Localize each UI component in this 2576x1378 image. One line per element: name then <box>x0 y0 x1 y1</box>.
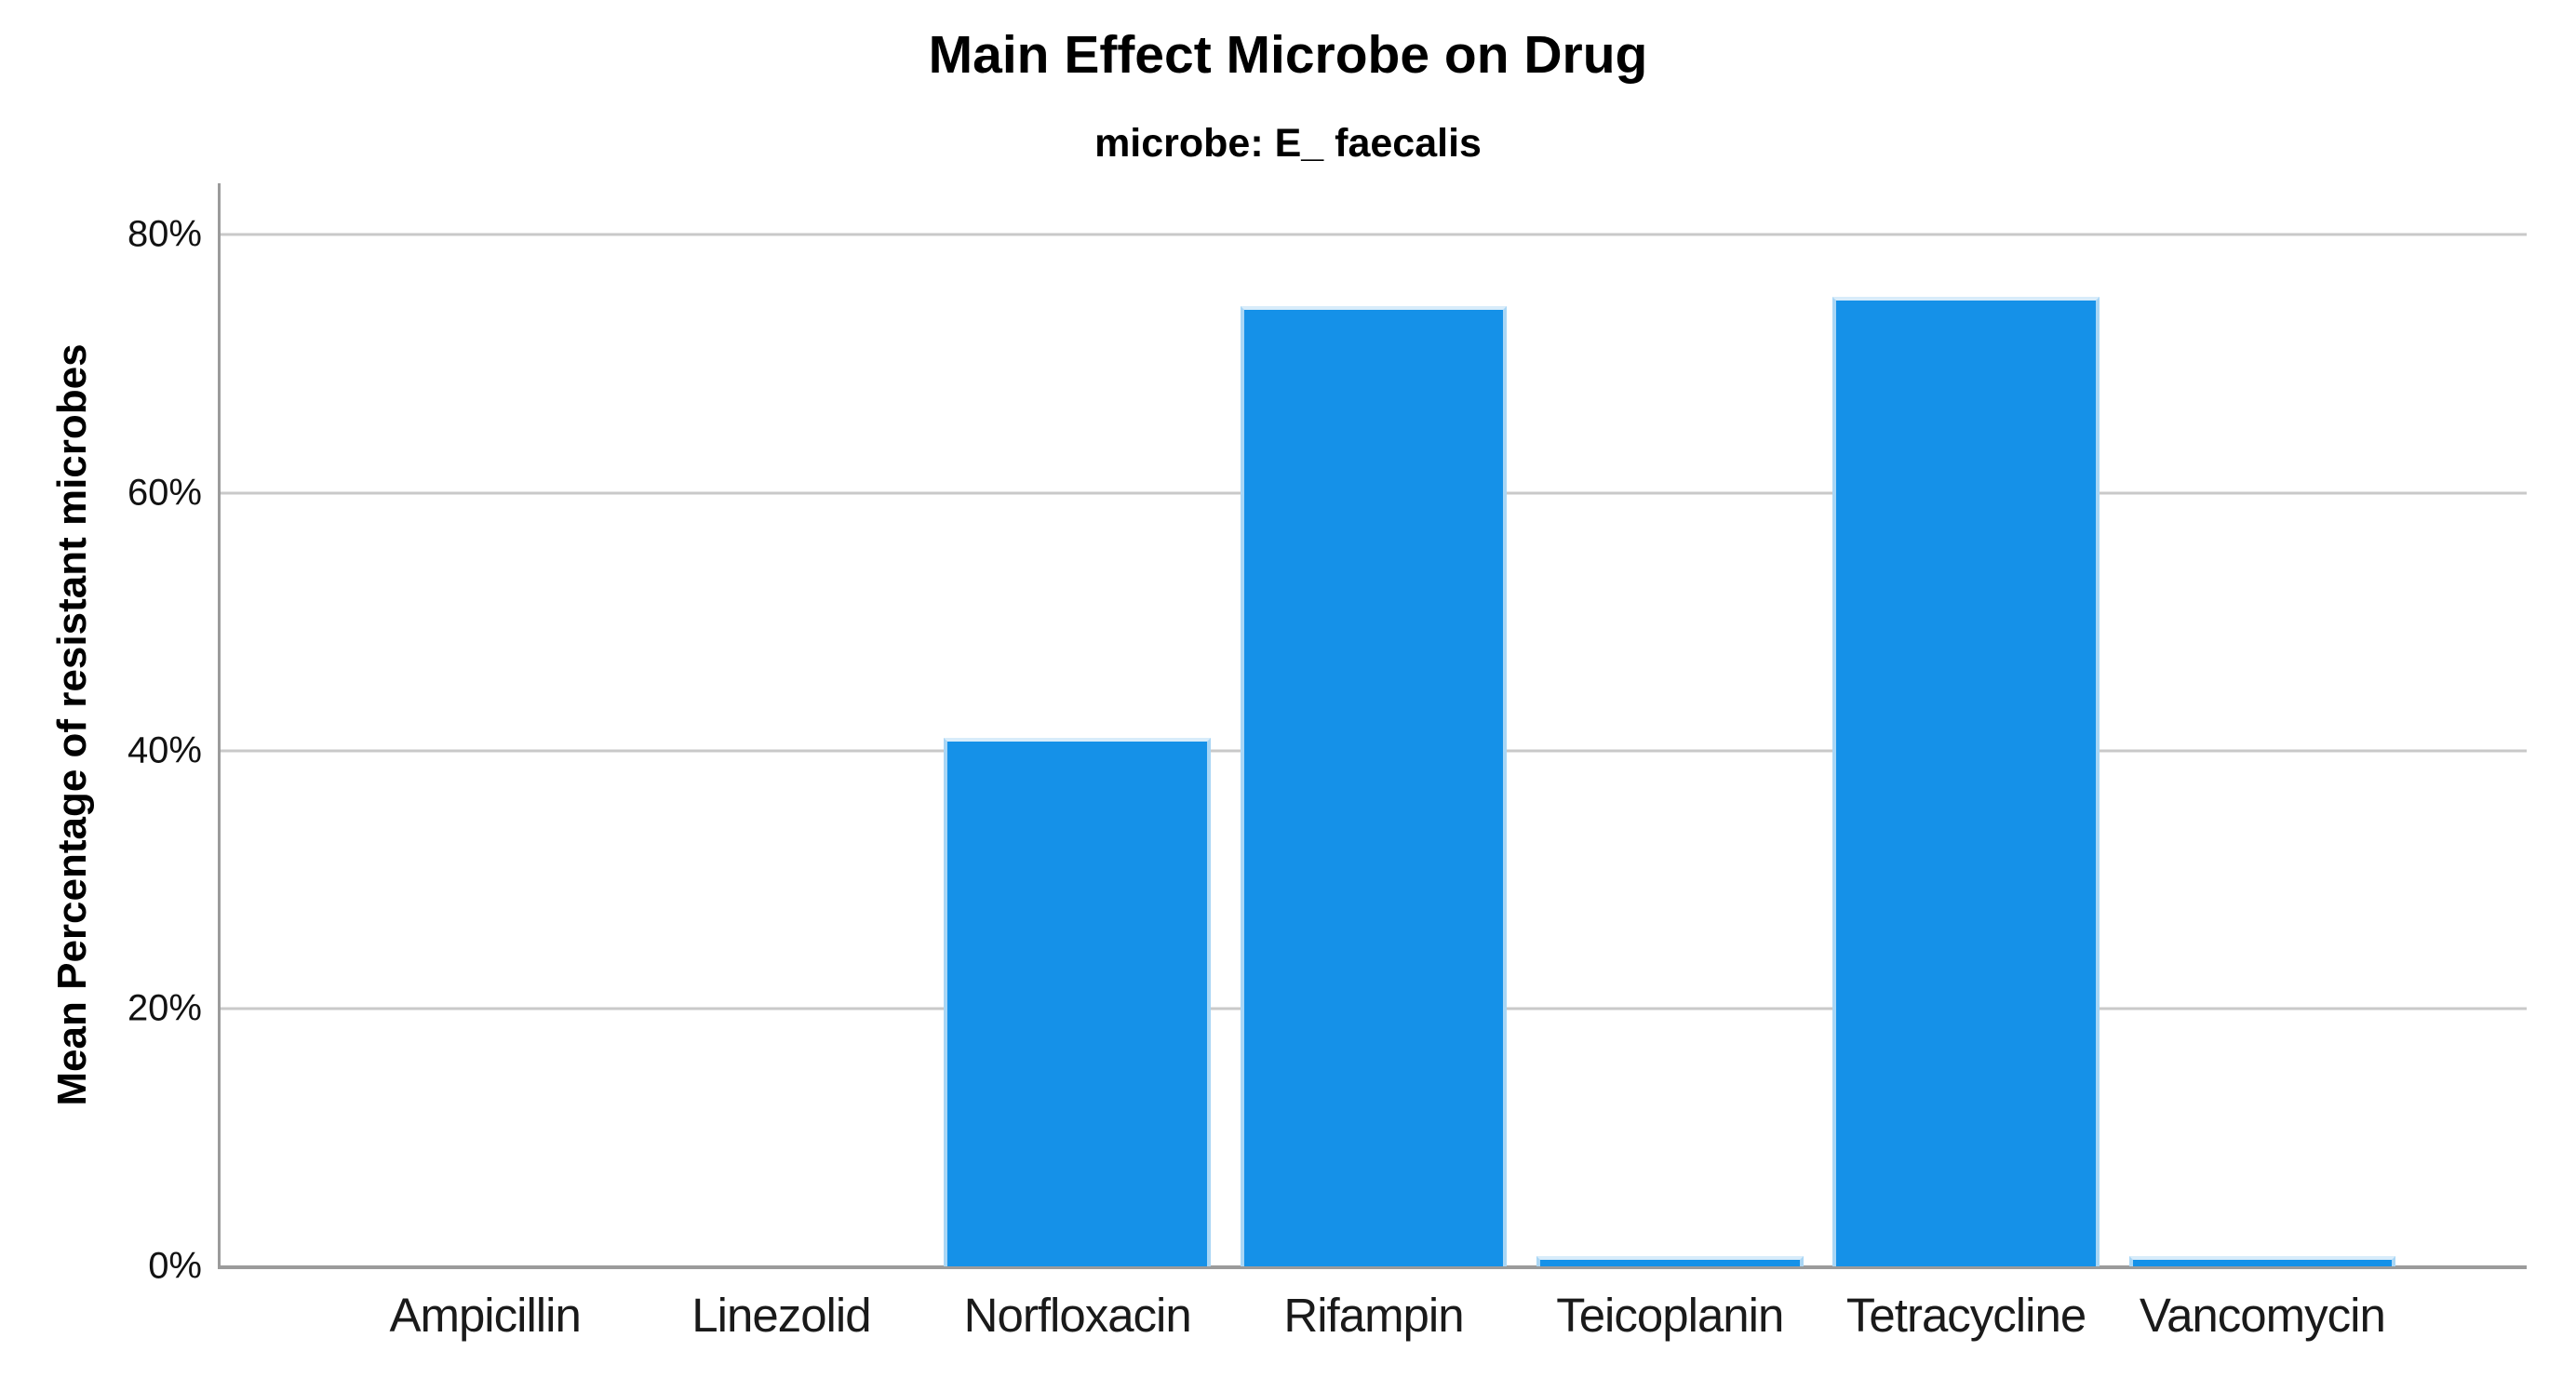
bar-rifampin <box>1240 305 1508 1266</box>
gridline-80% <box>221 233 2527 236</box>
bar-teicoplanin <box>1536 1255 1804 1266</box>
y-axis-line <box>218 183 221 1269</box>
chart-title: Main Effect Microbe on Drug <box>928 25 1648 85</box>
x-axis-line <box>218 1265 2527 1269</box>
x-category-label-rifampin: Rifampin <box>1283 1289 1464 1342</box>
y-axis-title: Mean Percentage of resistant microbes <box>49 343 95 1106</box>
bar-vancomycin <box>2128 1255 2396 1266</box>
y-tick-label-40%: 40% <box>127 729 202 771</box>
y-tick-label-80%: 80% <box>127 213 202 255</box>
y-tick-label-60%: 60% <box>127 472 202 514</box>
plot-area <box>218 183 2527 1269</box>
x-category-label-ampicillin: Ampicillin <box>389 1289 581 1342</box>
x-category-label-norfloxacin: Norfloxacin <box>963 1289 1192 1342</box>
bar-norfloxacin <box>944 737 1211 1266</box>
x-category-label-tetracycline: Tetracycline <box>1845 1289 2086 1342</box>
x-category-label-linezolid: Linezolid <box>691 1289 871 1342</box>
bar-tetracycline <box>1832 296 2100 1266</box>
y-tick-label-20%: 20% <box>127 987 202 1029</box>
chart-subtitle: microbe: E_ faecalis <box>1094 121 1482 166</box>
y-tick-label-0%: 0% <box>148 1245 202 1287</box>
x-category-label-teicoplanin: Teicoplanin <box>1556 1289 1784 1342</box>
x-category-label-vancomycin: Vancomycin <box>2139 1289 2386 1342</box>
